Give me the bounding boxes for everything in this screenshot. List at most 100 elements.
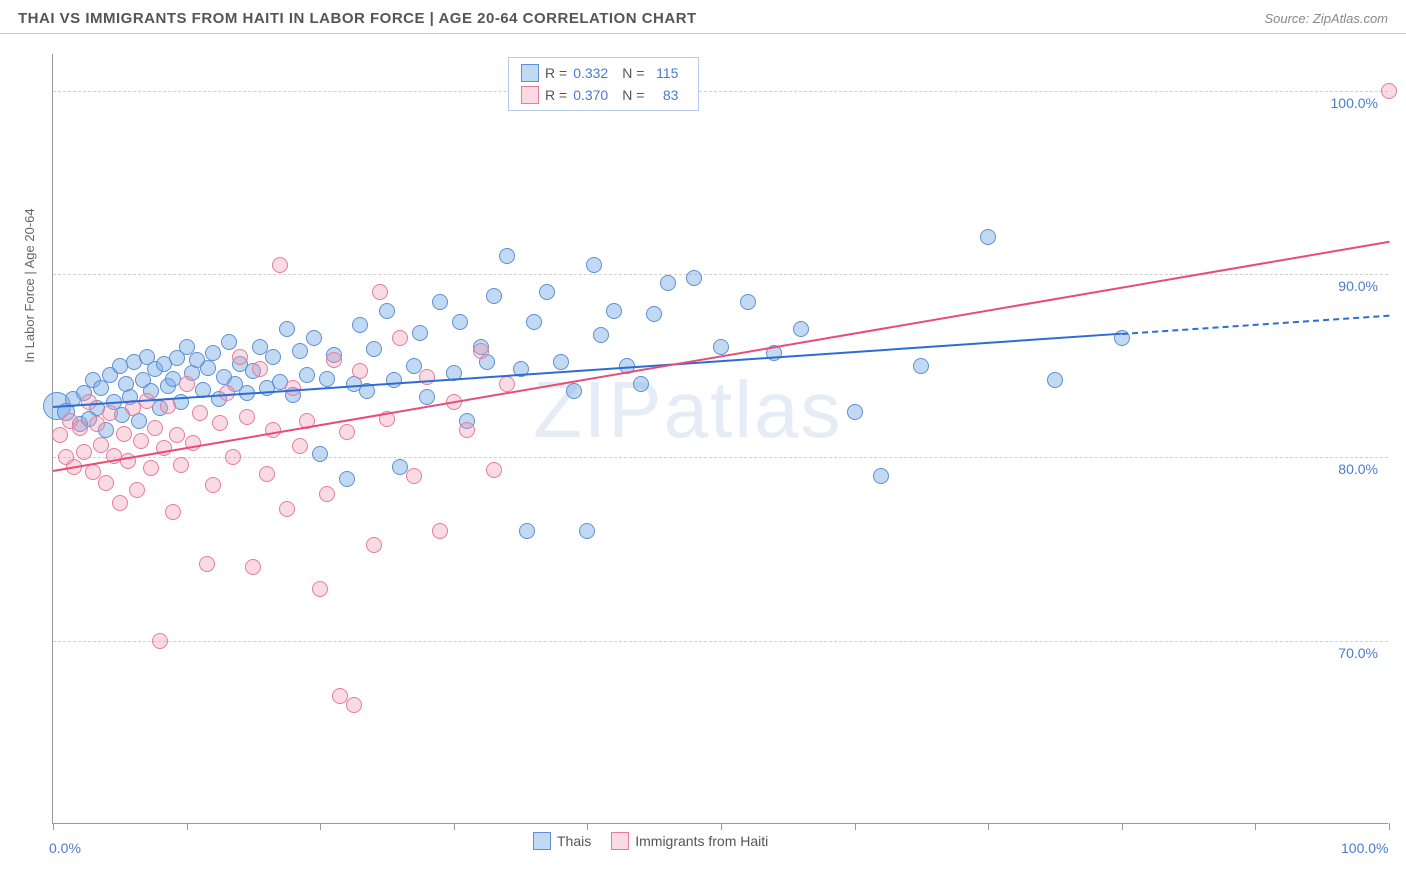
scatter-point <box>306 330 322 346</box>
scatter-point <box>406 468 422 484</box>
scatter-point <box>913 358 929 374</box>
scatter-point <box>299 367 315 383</box>
chart-source: Source: ZipAtlas.com <box>1264 11 1388 26</box>
trend-line <box>1122 314 1389 334</box>
scatter-point <box>499 376 515 392</box>
scatter-point <box>352 363 368 379</box>
scatter-point <box>486 462 502 478</box>
x-tick <box>855 823 856 830</box>
scatter-point <box>225 449 241 465</box>
scatter-point <box>169 427 185 443</box>
y-tick-label: 100.0% <box>1331 95 1378 111</box>
scatter-point <box>1381 83 1397 99</box>
chart-title: THAI VS IMMIGRANTS FROM HAITI IN LABOR F… <box>18 10 697 27</box>
scatter-point <box>98 475 114 491</box>
legend-n-value: 115 <box>650 65 678 81</box>
bottom-legend-label: Thais <box>557 833 591 849</box>
x-tick <box>187 823 188 830</box>
scatter-point <box>526 314 542 330</box>
scatter-point <box>553 354 569 370</box>
scatter-point <box>212 415 228 431</box>
x-tick <box>454 823 455 830</box>
scatter-point <box>279 501 295 517</box>
scatter-point <box>292 438 308 454</box>
stats-legend-row: R = 0.332N = 115 <box>521 62 686 84</box>
scatter-point <box>406 358 422 374</box>
bottom-legend-label: Immigrants from Haiti <box>635 833 768 849</box>
legend-n-label: N = <box>622 65 644 81</box>
chart-plot-area: ZIPatlas 70.0%80.0%90.0%100.0%0.0%100.0%… <box>52 54 1388 824</box>
scatter-point <box>133 433 149 449</box>
scatter-point <box>566 383 582 399</box>
scatter-point <box>245 559 261 575</box>
scatter-point <box>147 420 163 436</box>
scatter-point <box>646 306 662 322</box>
scatter-point <box>339 471 355 487</box>
scatter-point <box>519 523 535 539</box>
x-tick <box>1122 823 1123 830</box>
scatter-point <box>312 581 328 597</box>
scatter-point <box>205 345 221 361</box>
stats-legend-row: R = 0.370N = 83 <box>521 84 686 106</box>
scatter-point <box>473 343 489 359</box>
y-tick-label: 80.0% <box>1338 461 1378 477</box>
scatter-point <box>847 404 863 420</box>
x-tick <box>1389 823 1390 830</box>
scatter-point <box>713 339 729 355</box>
y-axis-label: In Labor Force | Age 20-64 <box>22 208 37 362</box>
scatter-point <box>346 697 362 713</box>
scatter-point <box>1047 372 1063 388</box>
scatter-point <box>539 284 555 300</box>
scatter-point <box>372 284 388 300</box>
x-tick <box>587 823 588 830</box>
scatter-point <box>486 288 502 304</box>
legend-r-value: 0.370 <box>573 87 608 103</box>
y-tick-label: 90.0% <box>1338 278 1378 294</box>
x-tick <box>721 823 722 830</box>
watermark: ZIPatlas <box>533 364 842 456</box>
scatter-point <box>392 330 408 346</box>
legend-swatch <box>521 64 539 82</box>
scatter-point <box>386 372 402 388</box>
y-tick-label: 70.0% <box>1338 645 1378 661</box>
scatter-point <box>432 523 448 539</box>
scatter-point <box>339 424 355 440</box>
scatter-point <box>319 371 335 387</box>
scatter-point <box>102 405 118 421</box>
scatter-point <box>112 358 128 374</box>
x-tick-label: 100.0% <box>1341 840 1388 856</box>
legend-swatch <box>611 832 629 850</box>
scatter-point <box>252 361 268 377</box>
scatter-point <box>265 422 281 438</box>
bottom-legend-item: Thais <box>533 830 591 852</box>
scatter-point <box>686 270 702 286</box>
scatter-point <box>205 477 221 493</box>
scatter-point <box>980 229 996 245</box>
x-tick <box>988 823 989 830</box>
scatter-point <box>459 422 475 438</box>
scatter-point <box>366 537 382 553</box>
scatter-point <box>72 420 88 436</box>
scatter-point <box>85 464 101 480</box>
chart-header: THAI VS IMMIGRANTS FROM HAITI IN LABOR F… <box>0 0 1406 34</box>
scatter-point <box>89 416 105 432</box>
scatter-point <box>199 556 215 572</box>
scatter-point <box>239 409 255 425</box>
scatter-point <box>129 482 145 498</box>
scatter-point <box>285 380 301 396</box>
gridline <box>53 641 1388 642</box>
legend-n-value: 83 <box>650 87 678 103</box>
scatter-point <box>76 444 92 460</box>
scatter-point <box>272 257 288 273</box>
bottom-legend: Thais Immigrants from Haiti <box>533 830 768 852</box>
scatter-point <box>432 294 448 310</box>
scatter-point <box>586 257 602 273</box>
scatter-point <box>740 294 756 310</box>
scatter-point <box>292 343 308 359</box>
scatter-point <box>173 457 189 473</box>
scatter-point <box>200 360 216 376</box>
scatter-point <box>116 426 132 442</box>
scatter-point <box>319 486 335 502</box>
scatter-point <box>352 317 368 333</box>
legend-swatch <box>533 832 551 850</box>
